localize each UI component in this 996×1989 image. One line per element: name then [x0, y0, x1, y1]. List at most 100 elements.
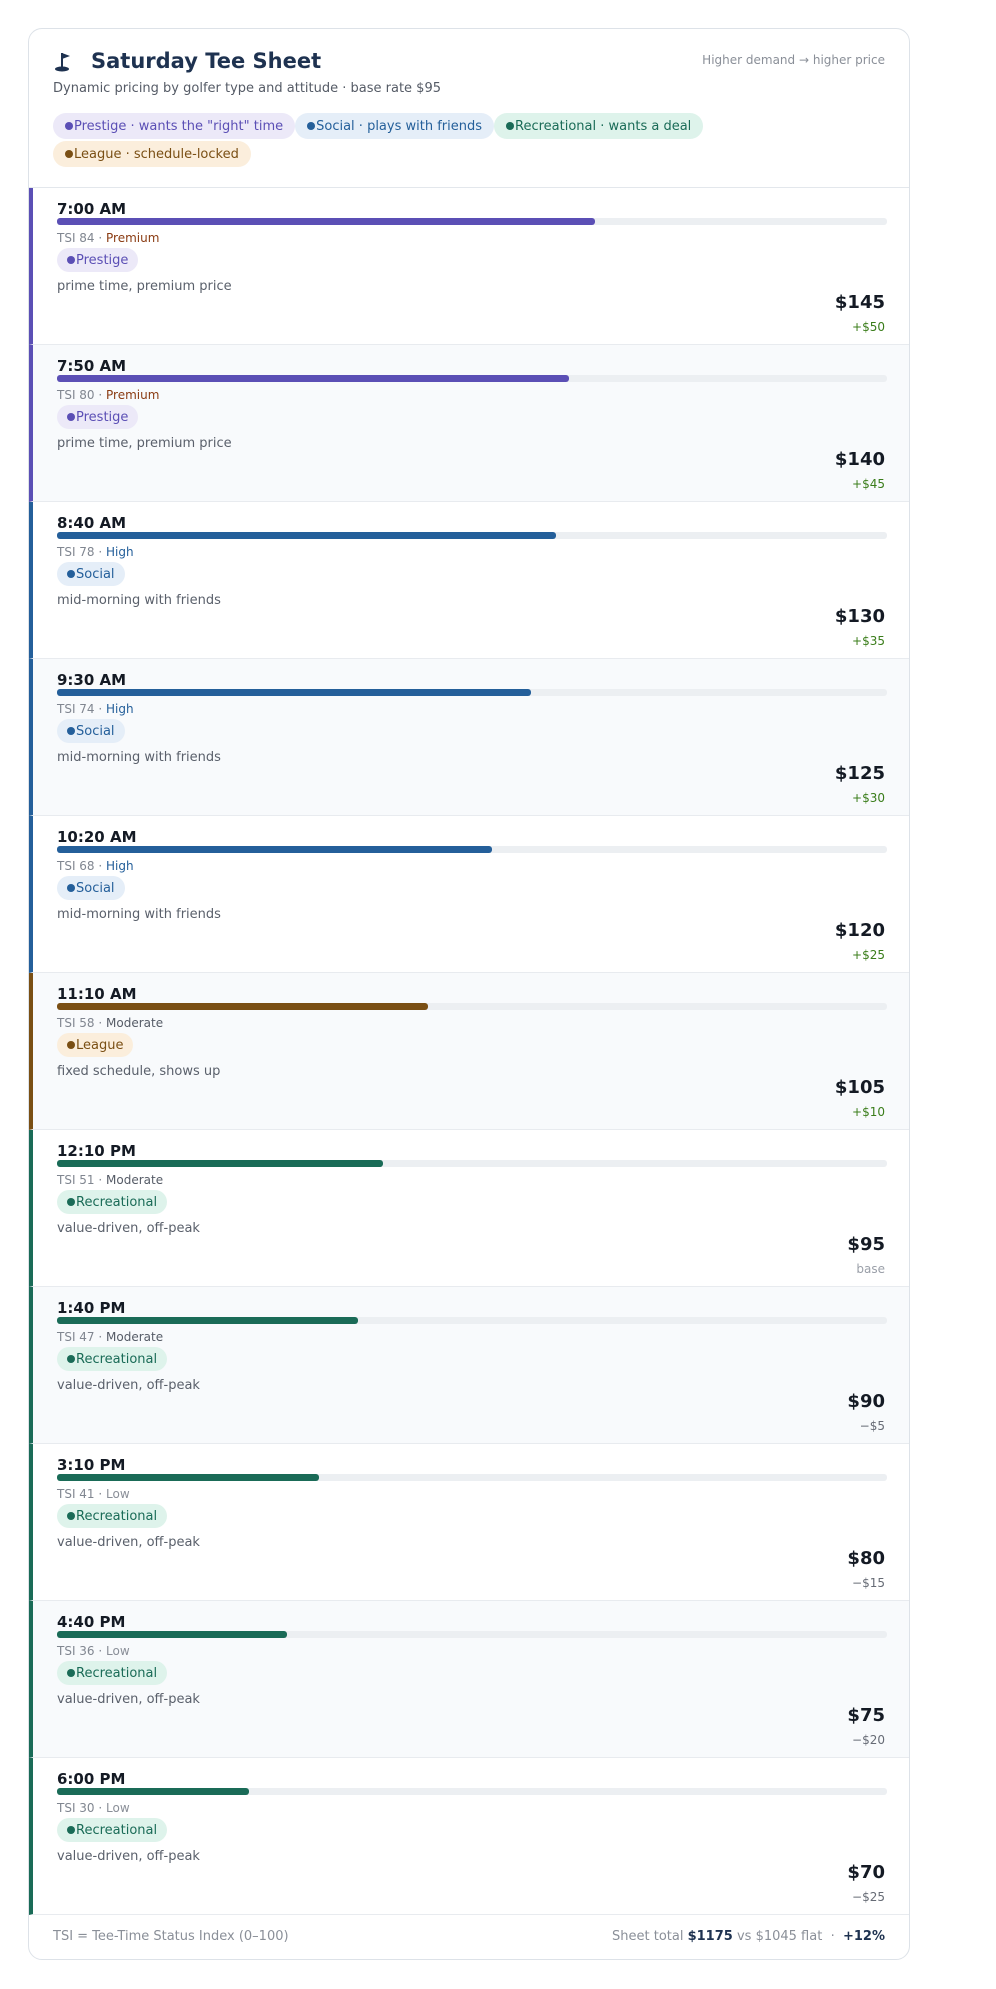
tsi-meta: TSI 80Premium	[57, 388, 159, 402]
price-delta: base	[856, 1262, 885, 1276]
footer-total: Sheet total $1175 vs $1045 flat · +12%	[612, 1929, 885, 1944]
tsi-label: TSI 36	[57, 1644, 95, 1658]
description: mid-morning with friends	[57, 750, 221, 765]
description: prime time, premium price	[57, 279, 232, 294]
demand-level: Premium	[95, 231, 160, 245]
demand-level: Premium	[95, 388, 160, 402]
tsi-track	[57, 1788, 887, 1795]
price: $90	[847, 1391, 885, 1412]
tsi-meta: TSI 47Moderate	[57, 1330, 163, 1344]
legend-chip: Social · plays with friends	[295, 113, 495, 139]
demand-level: Moderate	[95, 1016, 164, 1030]
price-delta: −$25	[852, 1890, 885, 1904]
tsi-track	[57, 218, 887, 225]
tee-row: 4:40 PM TSI 36Low Recreational value-driven…	[29, 1601, 909, 1758]
price: $80	[847, 1548, 885, 1569]
segment-chip: League	[57, 1033, 134, 1057]
price-delta: −$20	[852, 1733, 885, 1747]
description: prime time, premium price	[57, 436, 232, 451]
footer: TSI = Tee-Time Status Index (0–100) Shee…	[29, 1915, 909, 1959]
tsi-track	[57, 375, 887, 382]
tsi-label: TSI 47	[57, 1330, 95, 1344]
segment-chip: Social	[57, 562, 125, 586]
tee-row: 7:50 AM TSI 80Premium Prestige prime time, …	[29, 345, 909, 502]
tsi-meta: TSI 84Premium	[57, 231, 159, 245]
tee-time: 1:40 PM	[57, 1299, 126, 1317]
tee-time: 11:10 AM	[57, 985, 137, 1003]
tsi-track	[57, 1003, 887, 1010]
description: value-driven, off-peak	[57, 1378, 200, 1393]
tsi-track	[57, 1474, 887, 1481]
tsi-bar	[57, 218, 595, 225]
change: +12%	[842, 1929, 885, 1944]
tee-time: 4:40 PM	[57, 1613, 126, 1631]
total-prefix: Sheet total	[612, 1929, 684, 1944]
tsi-meta: TSI 78High	[57, 545, 134, 559]
price: $105	[834, 1077, 885, 1098]
demand-level: High	[95, 859, 134, 873]
tee-time: 8:40 AM	[57, 514, 127, 532]
tee-time: 6:00 PM	[57, 1770, 126, 1788]
price-delta: +$25	[852, 948, 885, 962]
demand-level: High	[95, 702, 134, 716]
tsi-label: TSI 84	[57, 231, 95, 245]
tsi-meta: TSI 36Low	[57, 1644, 130, 1658]
tsi-label: TSI 74	[57, 702, 95, 716]
tsi-label: TSI 30	[57, 1801, 95, 1815]
segment-chip: Prestige	[57, 405, 139, 429]
price-delta: +$10	[852, 1105, 885, 1119]
tsi-track	[57, 846, 887, 853]
segment-chip: Recreational	[57, 1504, 168, 1528]
segment-chip: Recreational	[57, 1818, 168, 1842]
total: $1175	[687, 1929, 733, 1944]
tsi-bar	[57, 532, 557, 539]
tee-time: 10:20 AM	[57, 828, 137, 846]
tsi-bar	[57, 1474, 320, 1481]
title: Saturday Tee Sheet	[91, 49, 322, 73]
demand-level: Moderate	[95, 1330, 164, 1344]
tsi-bar	[57, 1160, 384, 1167]
segment-chip: Recreational	[57, 1190, 168, 1214]
demand-level: Moderate	[95, 1173, 164, 1187]
tee-time: 7:50 AM	[57, 357, 127, 375]
tee-row: 6:00 PM TSI 30Low Recreational value-driven…	[29, 1758, 909, 1915]
price: $70	[847, 1862, 885, 1883]
segment-chip: Recreational	[57, 1661, 168, 1685]
price: $145	[834, 292, 885, 313]
tee-row: 11:10 AM TSI 58Moderate League fixed schedu…	[29, 973, 909, 1130]
tsi-meta: TSI 68High	[57, 859, 134, 873]
price: $95	[847, 1234, 885, 1255]
tee-row: 7:00 AM TSI 84Premium Prestige prime time, …	[29, 188, 909, 345]
tsi-track	[57, 1631, 887, 1638]
tsi-label: TSI 78	[57, 545, 95, 559]
header: Saturday Tee Sheet Higher demand → highe…	[29, 29, 909, 188]
tsi-bar	[57, 1788, 249, 1795]
tsi-label: TSI 68	[57, 859, 95, 873]
price-delta: +$30	[852, 791, 885, 805]
legend-chip: Prestige · wants the "right" time	[53, 113, 296, 139]
header-note: Higher demand → higher price	[702, 53, 885, 67]
legend-chip: Recreational · wants a deal	[494, 113, 704, 139]
segment-chip: Prestige	[57, 248, 139, 272]
price: $125	[834, 763, 885, 784]
tsi-bar	[57, 846, 493, 853]
price-delta: +$50	[852, 320, 885, 334]
tee-row: 10:20 AM TSI 68High Social mid-morning with…	[29, 816, 909, 973]
price: $75	[847, 1705, 885, 1726]
legend: Prestige · wants the "right" time Social …	[53, 113, 753, 168]
footer-note: TSI = Tee-Time Status Index (0–100)	[53, 1929, 289, 1944]
tsi-bar	[57, 1003, 429, 1010]
description: value-driven, off-peak	[57, 1535, 200, 1550]
price-delta: −$15	[852, 1576, 885, 1590]
price-delta: +$45	[852, 477, 885, 491]
description: value-driven, off-peak	[57, 1849, 200, 1864]
tsi-label: TSI 58	[57, 1016, 95, 1030]
tee-row: 9:30 AM TSI 74High Social mid-morning with …	[29, 659, 909, 816]
demand-level: Low	[95, 1487, 130, 1501]
tee-time: 9:30 AM	[57, 671, 127, 689]
segment-chip: Recreational	[57, 1347, 168, 1371]
legend-chip: League · schedule-locked	[53, 141, 251, 167]
tsi-label: TSI 51	[57, 1173, 95, 1187]
